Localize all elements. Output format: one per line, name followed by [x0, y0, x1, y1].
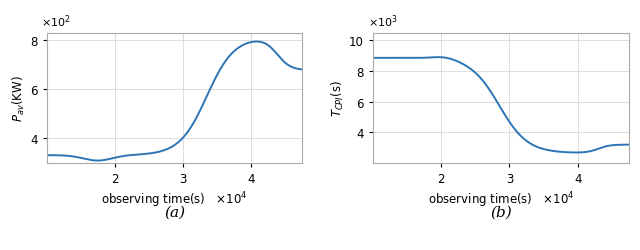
Y-axis label: $T_{CPI}$(s): $T_{CPI}$(s) — [330, 80, 346, 117]
X-axis label: observing time(s)   $\times 10^4$: observing time(s) $\times 10^4$ — [428, 190, 574, 209]
Text: $\times 10^2$: $\times 10^2$ — [42, 13, 71, 30]
Text: (b): (b) — [490, 205, 512, 219]
X-axis label: observing time(s)   $\times 10^4$: observing time(s) $\times 10^4$ — [101, 190, 248, 209]
Text: $\times 10^3$: $\times 10^3$ — [368, 13, 397, 30]
Text: (a): (a) — [164, 205, 185, 219]
Y-axis label: $P_{av}$(KW): $P_{av}$(KW) — [11, 75, 28, 122]
